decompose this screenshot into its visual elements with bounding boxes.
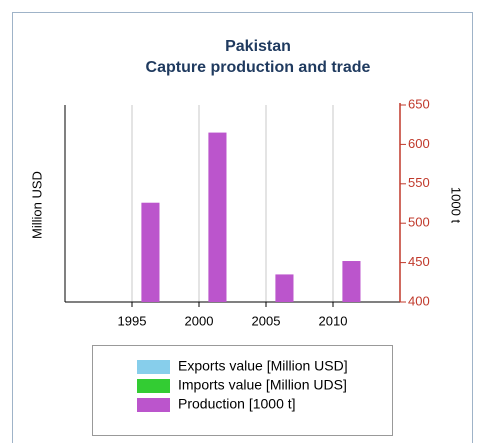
y2-tick-label: 650 [408,96,430,111]
y2-tick-label: 400 [408,293,430,308]
chart-subtitle: Capture production and trade [146,59,371,76]
y2-tick-label: 550 [408,175,430,190]
legend-swatch [137,398,170,412]
x-tick-label: 2000 [185,313,214,328]
bar [275,274,294,302]
y-axis-label: Million USD [29,171,44,239]
y2-tick-label: 600 [408,136,430,151]
y2-tick-label: 500 [408,215,430,230]
chart-title: Pakistan [225,38,291,55]
legend-label: Production [1000 t] [178,396,296,412]
y2-tick-label: 450 [408,254,430,269]
x-tick-label: 2010 [319,313,348,328]
x-tick-label: 1995 [118,313,147,328]
legend-swatch [137,379,170,393]
legend-swatch [137,360,170,374]
legend-label: Exports value [Million USD] [178,358,348,374]
y2-axis-label: 1000 t [449,187,464,224]
bar [141,202,160,302]
x-tick-label: 2005 [252,313,281,328]
legend-label: Imports value [Million UDS] [178,377,347,393]
bar [208,132,227,302]
bar [342,261,361,302]
